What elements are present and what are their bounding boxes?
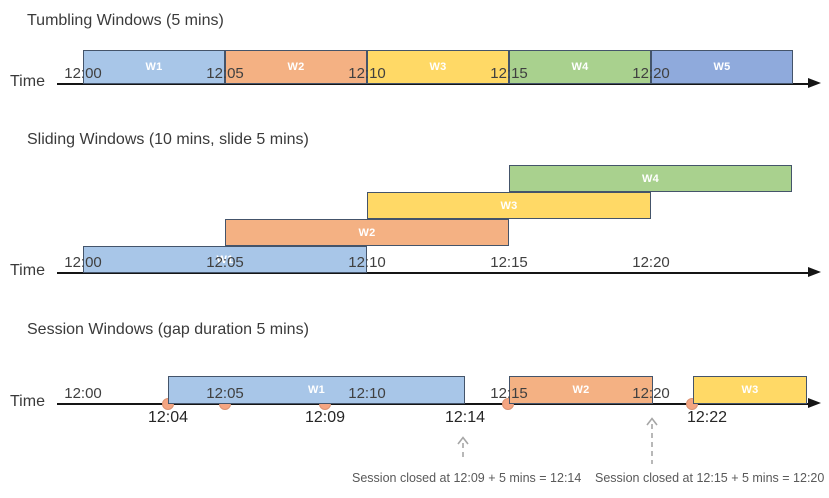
tick-label: 12:05 — [206, 385, 244, 402]
time-label: Time — [10, 262, 45, 279]
tick-label: 12:10 — [348, 385, 386, 402]
window-w4: W4 — [509, 165, 792, 192]
window-w2: W2 — [509, 376, 653, 404]
tick-label: 12:20 — [632, 254, 670, 271]
event-time-label: 12:04 — [147, 409, 189, 426]
session-closed-arrow-icon — [646, 417, 658, 464]
tumbling-title: Tumbling Windows (5 mins) — [27, 12, 224, 29]
time-label: Time — [10, 393, 45, 410]
window-w1: W1 — [168, 376, 465, 404]
timeline — [57, 83, 809, 85]
event-time-label: 12:14 — [444, 409, 486, 426]
tick-label: 12:15 — [490, 385, 528, 402]
window-w4: W4 — [509, 50, 651, 84]
time-label: Time — [10, 73, 45, 90]
session-closed-annotation: Session closed at 12:15 + 5 mins = 12:20 — [595, 471, 825, 485]
session-closed-annotation: Session closed at 12:09 + 5 mins = 12:14 — [352, 471, 582, 485]
window-w3: W3 — [367, 50, 509, 84]
timeline — [57, 272, 809, 274]
tick-label: 12:10 — [348, 254, 386, 271]
event-time-label: 12:09 — [304, 409, 346, 426]
tick-label: 12:15 — [490, 254, 528, 271]
timeline-arrowhead — [808, 78, 821, 88]
timeline-arrowhead — [808, 398, 821, 408]
tick-label: 12:20 — [632, 385, 670, 402]
tick-label: 12:20 — [632, 65, 670, 82]
tick-label: 12:05 — [206, 65, 244, 82]
tick-label: 12:10 — [348, 65, 386, 82]
window-w5: W5 — [651, 50, 793, 84]
window-w3: W3 — [367, 192, 651, 219]
window-w2: W2 — [225, 50, 367, 84]
sliding-title: Sliding Windows (10 mins, slide 5 mins) — [27, 131, 309, 148]
window-w2: W2 — [225, 219, 509, 246]
tick-label: 12:00 — [64, 254, 102, 271]
tick-label: 12:05 — [206, 254, 244, 271]
window-w3: W3 — [693, 376, 807, 404]
event-time-label: 12:22 — [686, 409, 728, 426]
window-w1: W1 — [83, 50, 225, 84]
tick-label: 12:00 — [64, 65, 102, 82]
timeline-arrowhead — [808, 267, 821, 277]
session-title: Session Windows (gap duration 5 mins) — [27, 321, 309, 338]
tick-label: 12:15 — [490, 65, 528, 82]
tick-label: 12:00 — [64, 385, 102, 402]
timeline — [57, 403, 809, 405]
window-w1: W1 — [83, 246, 367, 273]
session-closed-arrow-icon — [457, 436, 469, 461]
